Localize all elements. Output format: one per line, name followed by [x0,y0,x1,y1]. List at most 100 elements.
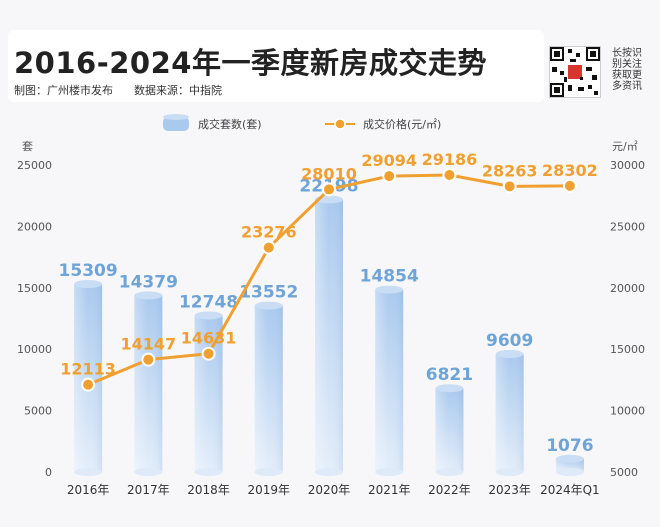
bar-data-label: 15309 [59,261,118,281]
price-point [261,240,276,255]
x-tick-label: 2021年 [368,483,411,497]
qr-module [586,67,592,71]
left-tick-label: 25000 [17,159,52,172]
bar-cap [134,291,163,300]
left-tick-label: 20000 [17,220,52,233]
credit-maker: 制图：广州楼市发布 [14,84,113,97]
price-data-label: 23276 [241,223,297,242]
x-tick-label: 2017年 [127,483,170,497]
bar-shading [495,354,524,472]
qr-module [588,85,592,89]
qr-module [552,67,557,72]
right-tick-label: 20000 [610,282,645,295]
bar-shading [254,305,283,472]
x-tick-label: 2022年 [428,483,471,497]
price-point [502,179,517,194]
qr-module [568,85,572,91]
qr-logo-icon [568,65,582,79]
legend-line-label: 成交价格(元/㎡) [363,117,441,131]
bar-shading [375,289,404,472]
price-point [141,352,156,367]
price-point [382,169,397,184]
legend-line-marker [334,118,346,130]
qr-module [590,51,596,57]
right-tick-label: 25000 [610,220,645,233]
legend-bar-swatch-top [163,114,189,120]
bar-cap [375,285,404,294]
bar-base [194,468,223,476]
price-data-label: 29094 [361,151,417,170]
left-axis-unit: 套 [22,140,33,153]
left-tick-label: 0 [45,466,52,479]
x-tick-label: 2019年 [248,483,291,497]
left-tick-label: 10000 [17,343,52,356]
bar-data-label: 13552 [239,283,298,303]
bar-base [435,468,464,476]
header-panel [8,30,544,102]
bar-base [555,468,584,476]
price-point [442,167,457,182]
bar-cap [495,350,524,359]
price-point [562,178,577,193]
bar-shading [134,295,163,472]
qr-module [586,47,600,61]
right-axis-unit: 元/㎡ [612,140,638,153]
price-point [81,377,96,392]
bar-data-label: 14854 [360,267,419,287]
price-data-label: 28302 [542,161,598,180]
price-data-label: 12113 [60,360,116,379]
bar-base [375,468,404,476]
qr-module [570,59,576,62]
bar-data-label: 1076 [546,436,593,456]
right-tick-label: 5000 [610,466,638,479]
qr-code-icon [549,46,601,98]
qr-module [592,75,597,80]
left-tick-label: 15000 [17,282,52,295]
bar-shading [194,315,223,472]
legend-bar-swatch [163,117,189,131]
bar-data-label: 14379 [119,272,178,292]
qr-module [560,71,564,75]
qr-module [568,49,572,53]
price-data-label: 14631 [181,329,237,348]
bar-cap [555,454,584,463]
page-title: 2016-2024年一季度新房成交走势 [14,46,487,80]
x-tick-label: 2016年 [67,483,110,497]
credit-source: 数据来源：中指院 [134,84,222,97]
bar-cap [194,311,223,320]
bar-shading [435,388,464,472]
side-note: 长按识别关注获取更多资讯 [612,48,642,92]
price-data-label: 29186 [422,150,478,169]
x-tick-label: 2024年Q1 [540,483,600,497]
bar-base [134,468,163,476]
bar-base [74,468,103,476]
left-tick-label: 5000 [24,405,52,418]
bar-shading [315,199,343,472]
qr-module [564,77,567,82]
price-data-label: 28263 [482,161,538,180]
bar-cap [435,384,464,393]
right-tick-label: 30000 [610,159,645,172]
qr-module [554,87,560,93]
qr-module [554,51,560,57]
price-point [322,182,336,197]
bar-cap [254,301,283,310]
bar-data-label: 9609 [486,331,533,351]
legend-bar-label: 成交套数(套) [198,117,262,131]
bar-base [254,468,283,476]
right-tick-label: 15000 [610,343,645,356]
x-tick-label: 2018年 [187,483,230,497]
bar-base [315,468,343,476]
qr-module [550,47,564,61]
bar-data-label: 12748 [179,292,238,312]
qr-module [580,77,583,80]
bar-data-label: 6821 [426,365,473,385]
price-data-label: 28010 [301,164,357,183]
qr-module [576,53,580,57]
qr-module [594,91,598,95]
price-point [201,346,216,361]
price-data-label: 14147 [120,335,176,354]
bar-cap [74,280,103,289]
x-tick-label: 2020年 [308,483,351,497]
